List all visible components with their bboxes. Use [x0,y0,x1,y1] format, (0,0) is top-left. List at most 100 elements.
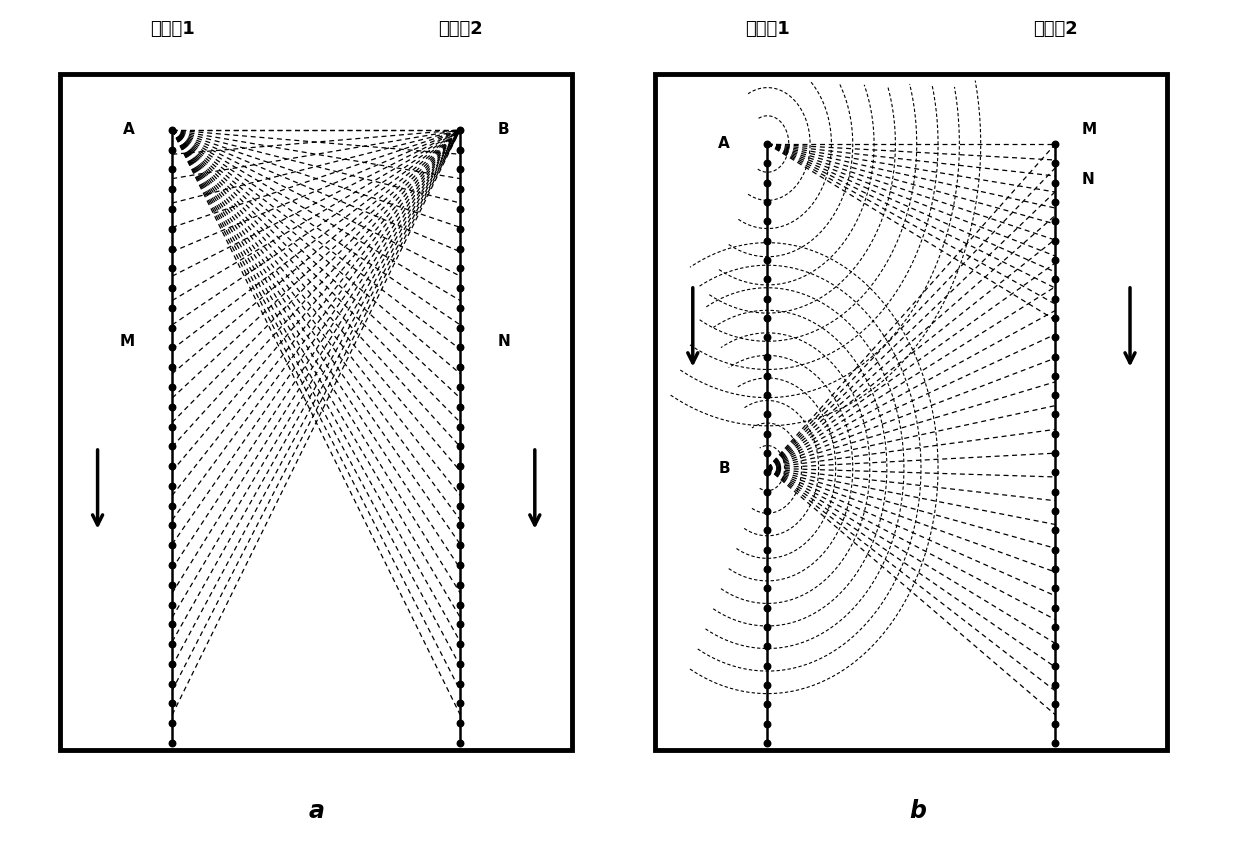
Point [450,321,470,335]
Point [1045,311,1065,324]
Point [758,195,777,209]
Point [758,717,777,730]
Point [450,301,470,315]
Point [1045,408,1065,421]
Point [162,222,182,235]
Point [758,639,777,653]
Point [450,340,470,354]
Point [450,538,470,552]
Point [162,617,182,631]
Point [162,143,182,156]
Point [1045,369,1065,383]
Point [162,736,182,750]
Point [758,621,777,634]
Point [450,499,470,513]
Text: B: B [718,461,730,475]
Text: A: A [718,137,730,151]
Point [162,419,182,433]
Point [758,350,777,363]
Point [758,156,777,170]
Text: a: a [309,799,324,823]
Point [162,440,182,453]
Point [162,123,182,137]
Point [758,311,777,324]
Point [1045,273,1065,286]
Point [1045,176,1065,189]
Point [162,301,182,315]
Point [1045,485,1065,498]
Point [1045,524,1065,537]
Point [758,330,777,344]
Point [450,638,470,651]
Point [450,380,470,394]
Point [1045,465,1065,479]
Text: 电极礱1: 电极礱1 [745,20,790,38]
Point [1045,639,1065,653]
Point [758,447,777,460]
Point [758,485,777,498]
Point [450,440,470,453]
Point [450,163,470,177]
Point [758,253,777,267]
Point [758,233,777,247]
Point [450,281,470,295]
Point [758,408,777,421]
Point [1045,736,1065,750]
Point [1045,253,1065,267]
Text: 电极礱1: 电极礱1 [150,20,195,38]
Point [450,222,470,235]
Point [758,736,777,750]
Point [450,143,470,156]
Point [450,400,470,413]
Point [450,183,470,196]
Point [758,601,777,615]
Point [1045,678,1065,692]
Text: M: M [120,334,135,349]
Point [450,123,470,137]
Point [450,419,470,433]
Point [162,361,182,374]
Point [162,697,182,711]
Point [450,361,470,374]
Point [162,459,182,473]
Point [162,578,182,592]
Point [1045,717,1065,730]
Point [450,657,470,671]
Point [162,717,182,730]
Point [1045,582,1065,595]
Point [1045,138,1065,151]
Point [162,261,182,275]
Point [758,543,777,557]
Point [1045,388,1065,402]
Point [1045,233,1065,247]
Point [758,388,777,402]
Text: b: b [909,799,926,823]
Point [450,558,470,571]
Point [758,678,777,692]
Point [162,598,182,611]
Point [1045,292,1065,306]
Point [1045,601,1065,615]
Text: N: N [1083,171,1095,187]
Text: N: N [497,334,510,349]
Text: 电极礱2: 电极礱2 [438,20,482,38]
Point [162,677,182,690]
Point [162,183,182,196]
Point [162,657,182,671]
Point [162,321,182,335]
Point [758,659,777,672]
Point [162,281,182,295]
Point [1045,621,1065,634]
Point [162,163,182,177]
Point [450,717,470,730]
Point [450,697,470,711]
Point [450,261,470,275]
Text: M: M [1083,122,1097,138]
Point [450,479,470,492]
Point [1045,543,1065,557]
Point [450,242,470,256]
Point [758,504,777,518]
Point [758,698,777,711]
Point [162,519,182,532]
Point [1045,427,1065,441]
